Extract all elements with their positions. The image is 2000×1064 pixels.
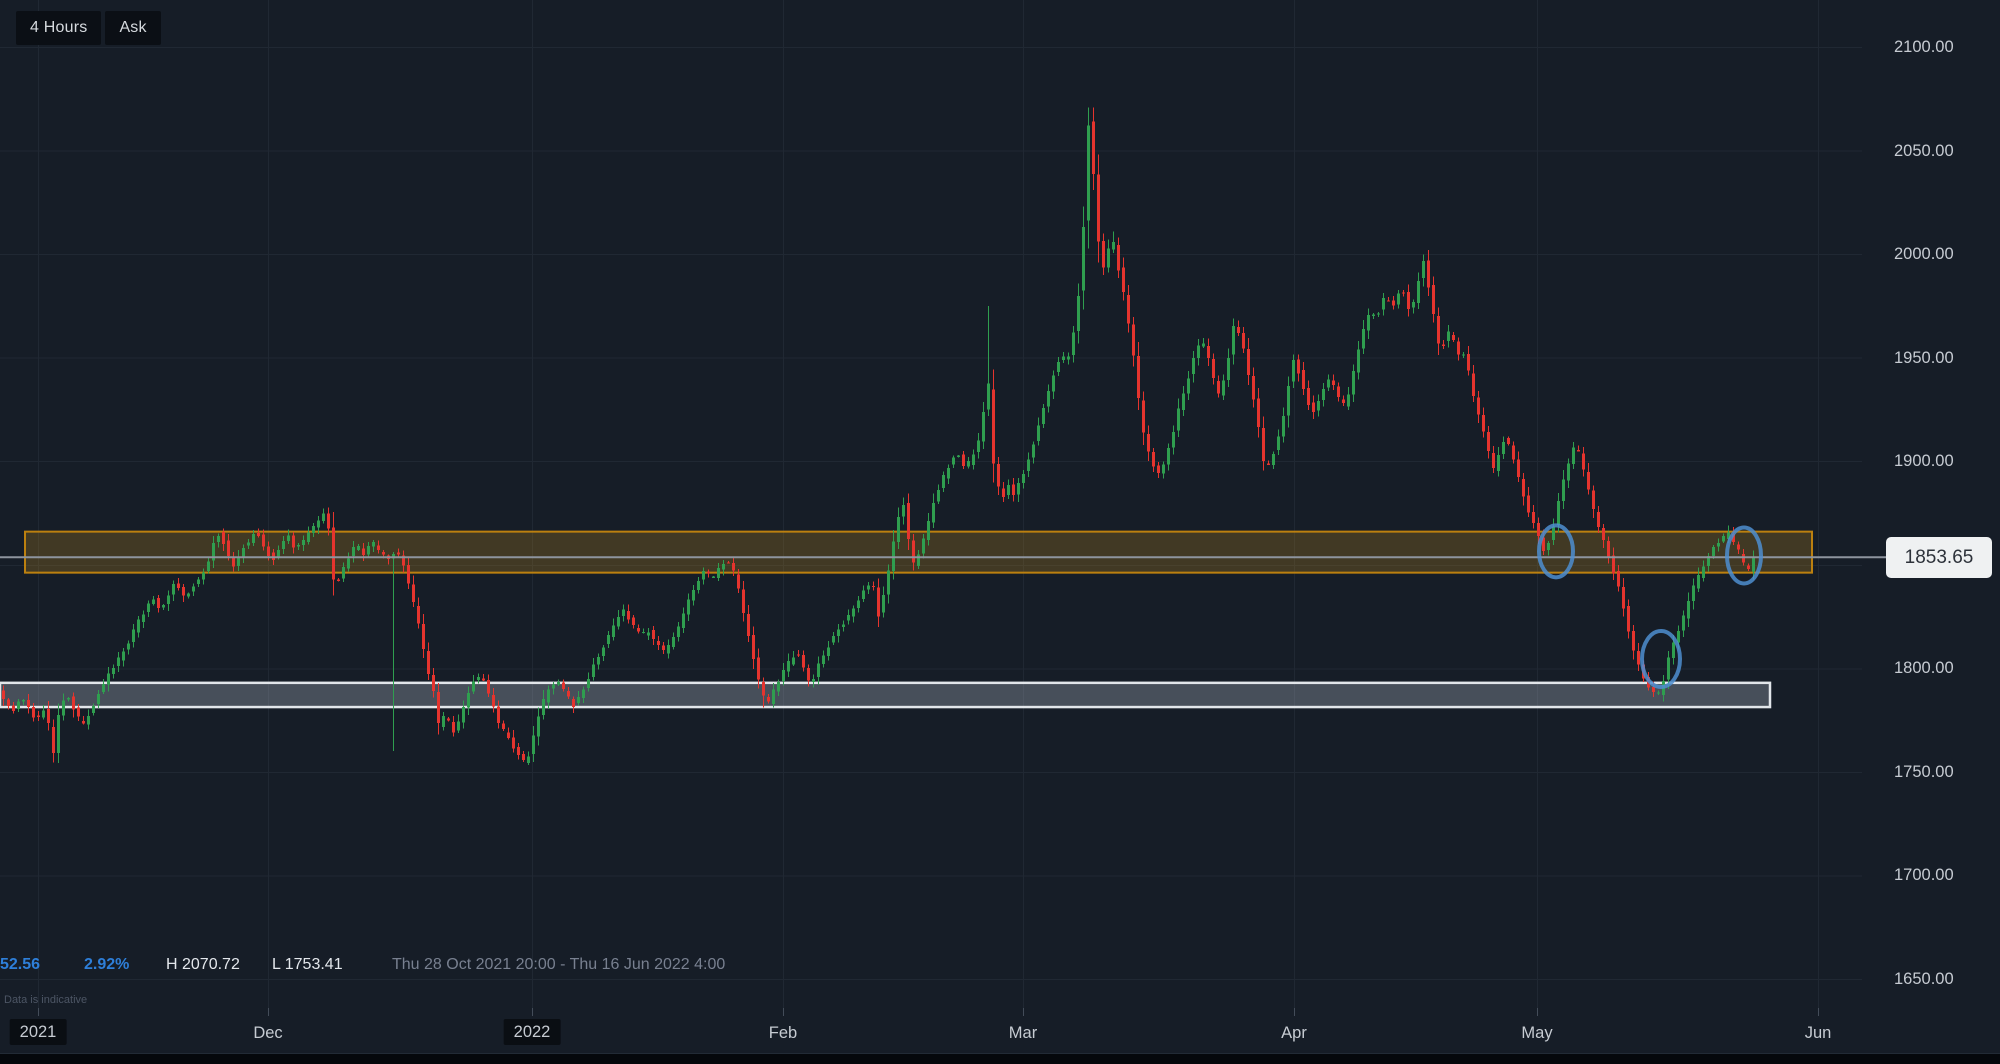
- chart-toolbar: 4 Hours Ask: [16, 11, 161, 45]
- x-axis-label: Dec: [253, 1024, 283, 1042]
- gridlines: [0, 0, 1862, 1016]
- x-axis-label: Apr: [1281, 1024, 1307, 1042]
- y-axis-label: 2050.00: [1894, 141, 1954, 160]
- annotation-circle[interactable]: [1537, 523, 1575, 580]
- y-axis-label: 1700.00: [1894, 866, 1954, 885]
- date-range: Thu 28 Oct 2021 20:00 - Thu 16 Jun 2022 …: [392, 956, 726, 973]
- data-indicative-watermark: Data is indicative: [4, 994, 88, 1006]
- y-axis-label: 1900.00: [1894, 452, 1954, 471]
- x-axis-label: 2022: [503, 1019, 561, 1045]
- price-type-button[interactable]: Ask: [105, 11, 161, 45]
- x-axis-label: Mar: [1008, 1024, 1038, 1042]
- low-stat: L 1753.41: [272, 956, 343, 973]
- support-zone-drawing[interactable]: [0, 681, 1772, 709]
- change-value: 52.56: [0, 956, 41, 973]
- x-axis-label: May: [1521, 1024, 1553, 1042]
- y-axis-label: 1800.00: [1894, 659, 1954, 678]
- annotation-circle[interactable]: [1725, 525, 1763, 586]
- y-axis-label: 1950.00: [1894, 348, 1954, 367]
- x-axis-label: Feb: [768, 1024, 798, 1042]
- x-axis-label: Jun: [1804, 1024, 1832, 1042]
- x-axis-label: 2021: [9, 1019, 67, 1045]
- y-axis-label: 2100.00: [1894, 38, 1954, 56]
- candles: [2, 107, 1755, 765]
- timeframe-button[interactable]: 4 Hours: [16, 11, 102, 45]
- annotation-circle[interactable]: [1640, 629, 1682, 690]
- y-axis-label: 2000.00: [1894, 245, 1954, 264]
- change-percent: 2.92%: [84, 956, 130, 973]
- y-axis-label: 1750.00: [1894, 762, 1954, 781]
- current-price-label: 1853.65: [1886, 537, 1992, 578]
- bottom-window-band: [0, 1053, 2000, 1064]
- high-stat: H 2070.72: [166, 956, 240, 973]
- y-axis-label: 1650.00: [1894, 970, 1954, 988]
- chart-info-bar: 52.56 2.92% H 2070.72 L 1753.41 Thu 28 O…: [0, 956, 1000, 978]
